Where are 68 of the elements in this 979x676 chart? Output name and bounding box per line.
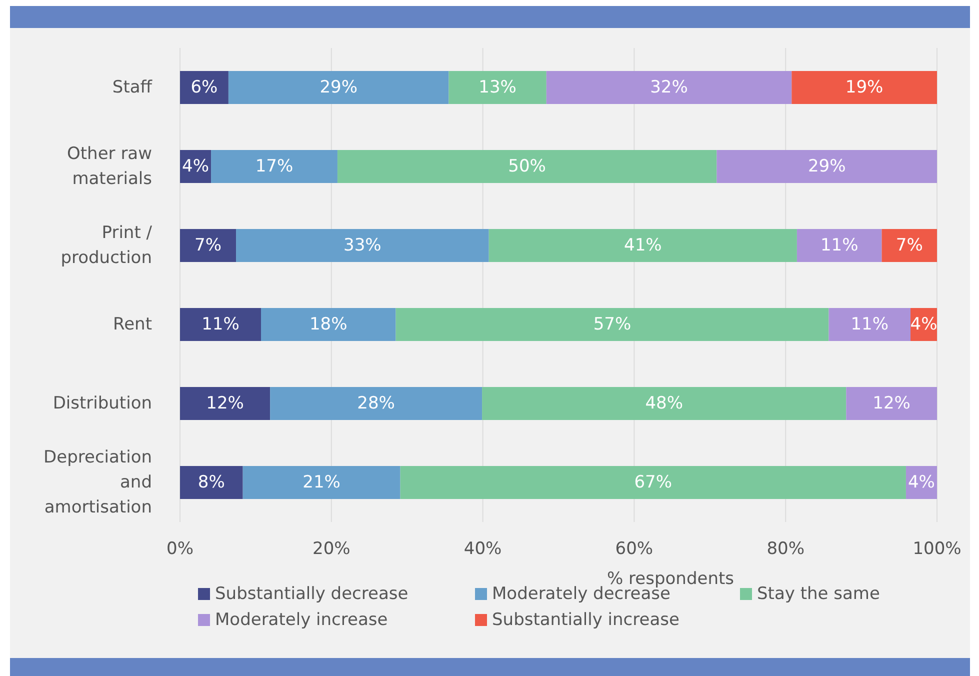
- legend-label: Substantially decrease: [215, 584, 408, 604]
- bar: [242, 466, 400, 499]
- data-label: 18%: [309, 314, 348, 334]
- bar: [488, 229, 797, 262]
- bar: [400, 466, 906, 499]
- data-label: 33%: [344, 236, 382, 256]
- bar: [211, 150, 338, 183]
- data-label: 13%: [478, 78, 516, 98]
- x-tick-label: 20%: [312, 539, 350, 560]
- bar: [796, 229, 882, 262]
- data-label: 29%: [808, 156, 846, 176]
- bar: [228, 71, 449, 104]
- bar: [792, 71, 937, 104]
- y-tick-label: Rent: [113, 314, 152, 334]
- bar: [396, 308, 829, 341]
- x-tick-label: 100%: [912, 539, 962, 560]
- y-tick-label: Other raw materials: [67, 144, 152, 189]
- data-label: 50%: [508, 156, 546, 176]
- bar: [180, 71, 228, 104]
- data-label: 8%: [198, 472, 225, 492]
- y-tick-label: Staff: [112, 78, 154, 98]
- data-label: 19%: [845, 78, 884, 98]
- bar: [882, 229, 937, 262]
- data-label: 41%: [624, 236, 662, 256]
- y-tick-label: Print / production: [60, 223, 152, 268]
- legend-label: Moderately increase: [215, 610, 388, 630]
- bar: [180, 229, 236, 262]
- bar: [846, 387, 937, 420]
- y-tick-label: Distribution: [52, 394, 152, 414]
- data-label: 11%: [202, 314, 240, 334]
- data-label: 21%: [302, 472, 340, 492]
- bar: [180, 466, 243, 499]
- bar: [716, 150, 937, 183]
- data-label: 28%: [357, 394, 395, 414]
- y-tick-label: Depreciation and amortisation: [44, 448, 152, 518]
- legend-label: Substantially increase: [492, 610, 680, 630]
- data-label: 4%: [908, 472, 935, 492]
- bar: [482, 387, 846, 420]
- data-label: 48%: [645, 394, 683, 414]
- x-tick-label: 0%: [166, 539, 194, 560]
- data-label: 7%: [194, 236, 222, 256]
- bar: [180, 387, 270, 420]
- bar: [261, 308, 396, 341]
- bar: [270, 387, 482, 420]
- data-label: 11%: [820, 236, 858, 256]
- data-label: 4%: [910, 314, 938, 334]
- data-label: 6%: [190, 78, 218, 98]
- data-label: 12%: [872, 394, 910, 414]
- bar: [828, 308, 911, 341]
- bar: [546, 71, 792, 104]
- bar: [236, 229, 489, 262]
- data-label: 57%: [593, 314, 632, 334]
- x-axis-title: % respondents: [606, 569, 734, 589]
- bar: [180, 308, 261, 341]
- data-label: 32%: [650, 78, 688, 98]
- data-label: 4%: [182, 156, 210, 176]
- data-label: 12%: [206, 394, 244, 414]
- data-label: 7%: [896, 236, 923, 256]
- x-tick-label: 60%: [615, 539, 654, 560]
- data-label: 29%: [320, 78, 358, 98]
- data-label: 17%: [255, 156, 294, 176]
- legend-label: Stay the same: [757, 584, 880, 604]
- x-tick-label: 80%: [766, 539, 804, 560]
- x-tick-label: 40%: [464, 539, 502, 560]
- data-label: 11%: [850, 314, 889, 334]
- bar: [337, 150, 717, 183]
- bar: [448, 71, 546, 104]
- data-label: 67%: [634, 472, 672, 492]
